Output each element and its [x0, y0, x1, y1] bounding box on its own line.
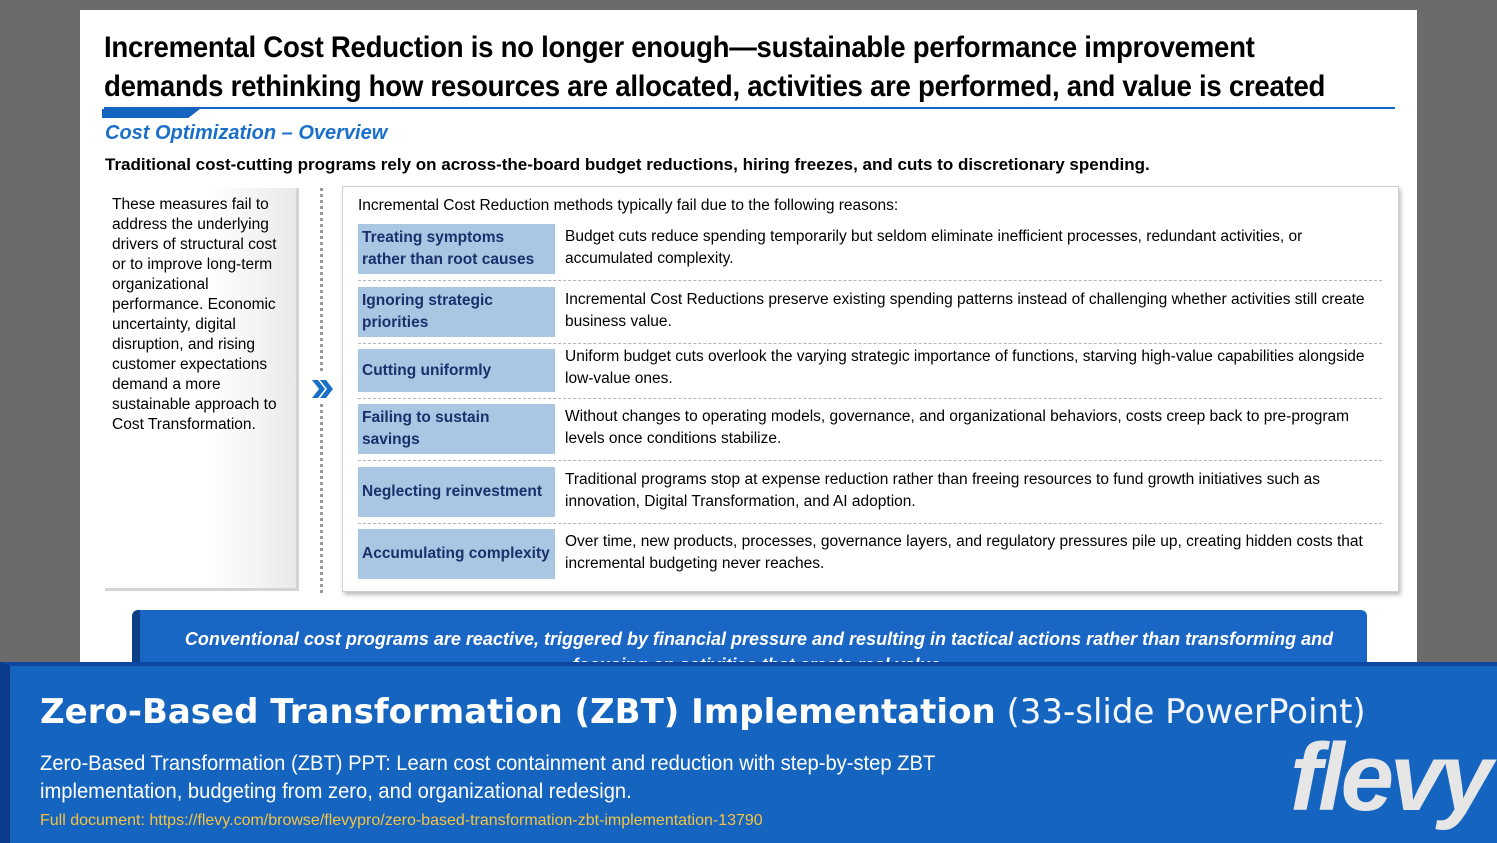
row-separator	[358, 343, 1382, 344]
banner-description: Zero-Based Transformation (ZBT) PPT: Lea…	[40, 752, 935, 803]
double-chevron-right-icon	[308, 374, 336, 404]
reason-description: Budget cuts reduce spending temporarily …	[565, 228, 1303, 267]
reason-description: Over time, new products, processes, gove…	[565, 533, 1363, 572]
row-separator	[358, 523, 1382, 524]
reason-label: Ignoring strategic priorities	[358, 287, 555, 337]
row-separator	[358, 280, 1382, 281]
reason-description: Traditional programs stop at expense red…	[565, 471, 1321, 510]
context-box: These measures fail to address the under…	[105, 188, 299, 591]
reasons-intro: Incremental Cost Reduction methods typic…	[358, 197, 899, 214]
reason-label: Failing to sustain savings	[358, 404, 555, 454]
reasons-panel: Incremental Cost Reduction methods typic…	[342, 186, 1399, 592]
section-subtitle: Cost Optimization – Overview	[105, 122, 388, 144]
lead-statement: Traditional cost-cutting programs rely o…	[105, 155, 1150, 174]
reason-label: Accumulating complexity	[358, 529, 555, 579]
banner-title-main: Zero-Based Transformation (ZBT) Implemen…	[40, 692, 996, 732]
slide-headline: Incremental Cost Reduction is no longer …	[104, 28, 1392, 106]
reason-label: Cutting uniformly	[358, 349, 555, 392]
banner-title-suffix: (33-slide PowerPoint)	[1006, 692, 1366, 732]
document-link[interactable]: Full document: https://flevy.com/browse/…	[40, 812, 763, 829]
reason-label: Neglecting reinvestment	[358, 467, 555, 517]
context-text: These measures fail to address the under…	[112, 196, 277, 433]
reason-description: Incremental Cost Reductions preserve exi…	[565, 291, 1365, 330]
reason-description: Without changes to operating models, gov…	[565, 408, 1350, 447]
reason-label: Treating symptoms rather than root cause…	[358, 224, 555, 274]
row-separator	[358, 460, 1382, 461]
slide: Incremental Cost Reduction is no longer …	[80, 10, 1417, 680]
reason-description: Uniform budget cuts overlook the varying…	[565, 348, 1365, 387]
title-rule-tab	[102, 109, 200, 118]
row-separator	[358, 398, 1382, 399]
promo-banner: Zero-Based Transformation (ZBT) Implemen…	[0, 662, 1497, 843]
headline-line-2: demands rethinking how resources are all…	[104, 70, 1326, 103]
banner-title: Zero-Based Transformation (ZBT) Implemen…	[40, 692, 1366, 732]
headline-line-1: Incremental Cost Reduction is no longer …	[104, 31, 1255, 64]
flevy-logo[interactable]: flevy	[1290, 724, 1493, 831]
title-rule	[104, 107, 1395, 109]
